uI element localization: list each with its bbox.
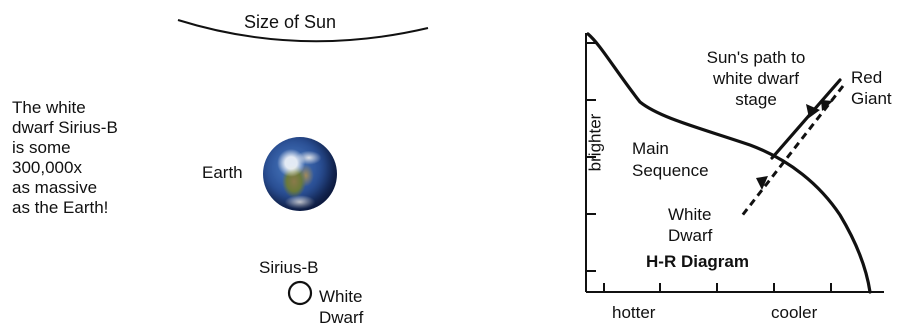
white-dwarf-hr-label: White Dwarf <box>668 205 713 245</box>
red-giant-label: Red Giant <box>851 68 892 108</box>
sirius-b-label: Sirius-B <box>259 258 319 277</box>
earth-label: Earth <box>202 163 243 182</box>
main-sequence-label: Main Sequence <box>632 139 709 180</box>
hotter-axis-label: hotter <box>612 303 656 322</box>
main-sequence-curve <box>586 32 872 294</box>
suns-path-dashed <box>739 85 845 218</box>
sun-size-arc <box>177 19 429 43</box>
suns-path-label: Sun's path to white dwarf stage <box>706 48 806 109</box>
cooler-axis-label: cooler <box>771 303 818 322</box>
white-dwarf-small-label: White Dwarf <box>319 287 364 327</box>
sirius-b-fact-text: The white dwarf Sirius-B is some 300,000… <box>12 98 118 217</box>
dashed-arrow-head-lower <box>756 176 768 190</box>
small-circle-icon <box>287 280 313 306</box>
suns-path-solid <box>770 78 842 160</box>
solid-arrow-head <box>806 104 820 118</box>
earth-globe-icon <box>263 137 337 211</box>
size-of-sun-label: Size of Sun <box>244 12 337 32</box>
dashed-arrow-head-upper <box>821 100 833 111</box>
hr-diagram-title: H-R Diagram <box>646 252 749 271</box>
